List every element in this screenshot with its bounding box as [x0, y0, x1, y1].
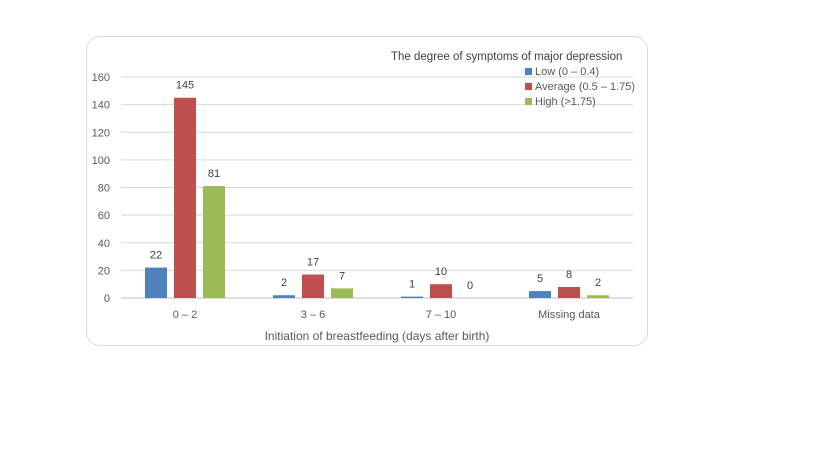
- data-label: 2: [595, 277, 601, 289]
- bar-low: [529, 291, 551, 298]
- x-tick-label: 0 – 2: [173, 309, 197, 321]
- legend-entry: Average (0.5 – 1.75): [535, 81, 635, 93]
- y-tick-label: 80: [98, 183, 110, 195]
- bar-low: [401, 296, 423, 298]
- data-label: 8: [566, 269, 572, 281]
- bar-high: [587, 295, 609, 298]
- bar-average: [558, 286, 580, 298]
- bar-low: [273, 295, 295, 298]
- y-tick-label: 60: [98, 210, 110, 222]
- data-label: 17: [307, 257, 319, 269]
- bar-average: [174, 97, 196, 298]
- bar-average: [430, 284, 452, 298]
- legend-title: The degree of symptoms of major depressi…: [391, 51, 622, 63]
- y-tick-label: 120: [92, 127, 110, 139]
- bar-high: [331, 288, 353, 298]
- x-tick-label: 7 – 10: [426, 309, 457, 321]
- x-tick-label: 3 – 6: [301, 309, 325, 321]
- legend-entry: Low (0 – 0.4): [535, 66, 599, 78]
- y-tick-label: 0: [104, 293, 110, 305]
- bar-high: [203, 186, 225, 298]
- bar-average: [302, 274, 324, 298]
- y-tick-label: 40: [98, 238, 110, 250]
- legend-entry: High (>1.75): [535, 96, 596, 108]
- data-label: 22: [150, 250, 162, 262]
- legend-swatch: [525, 83, 532, 90]
- data-label: 1: [409, 279, 415, 291]
- y-tick-label: 100: [92, 155, 110, 167]
- bar-low: [145, 267, 167, 298]
- data-label: 0: [467, 280, 473, 292]
- legend-swatch: [525, 98, 532, 105]
- y-tick-label: 20: [98, 265, 110, 277]
- x-tick-label: Missing data: [538, 309, 601, 321]
- y-tick-label: 160: [92, 72, 110, 84]
- data-label: 5: [537, 273, 543, 285]
- y-tick-label: 140: [92, 100, 110, 112]
- data-label: 10: [435, 266, 447, 278]
- legend-swatch: [525, 68, 532, 75]
- data-label: 2: [281, 277, 287, 289]
- data-label: 81: [208, 168, 220, 180]
- x-axis-title: Initiation of breastfeeding (days after …: [265, 329, 490, 343]
- data-label: 7: [339, 270, 345, 282]
- data-label: 145: [176, 80, 194, 92]
